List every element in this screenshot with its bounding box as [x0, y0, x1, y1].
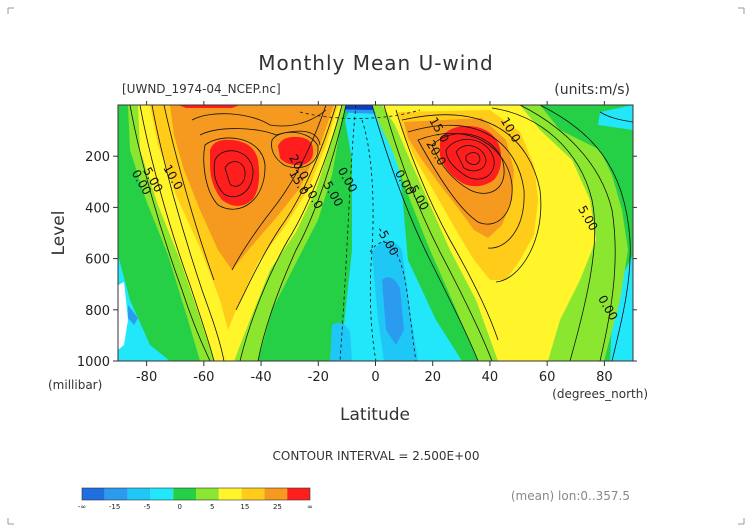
contour-line [257, 105, 347, 361]
contour-line [361, 119, 377, 361]
colorbar-swatch [264, 488, 288, 500]
contour-line [395, 109, 499, 341]
contour-line [491, 107, 596, 361]
footer-text: (mean) lon:0..357.5 [511, 489, 630, 503]
contour-line [299, 109, 421, 119]
contour-field [118, 105, 633, 361]
region-cyan-right [598, 105, 633, 361]
region-white-left [118, 282, 128, 350]
colorbar: -∞ -15 -5 0 5 15 25 ∞ [78, 487, 313, 511]
contour-line [129, 105, 211, 361]
contour-line [163, 105, 215, 281]
contour-line [383, 105, 493, 361]
y-tick-label: 400 [85, 201, 110, 216]
y-tick-label: 600 [85, 253, 110, 268]
contour-lines [129, 105, 633, 361]
colorbar-label: -15 [109, 503, 120, 511]
x-tick-label: -80 [136, 370, 157, 385]
contour-line [519, 105, 616, 361]
colorbar-label: 15 [240, 503, 249, 511]
x-axis-title: Latitude [340, 405, 410, 425]
contour-line [199, 128, 321, 146]
colorbar-swatch [82, 488, 105, 500]
contour-line [235, 105, 337, 311]
contour-line [445, 139, 495, 180]
colorbar-swatch [104, 488, 128, 500]
contour-line [417, 132, 513, 225]
colorbar-frame [81, 487, 311, 501]
region-cyan-left [118, 255, 170, 361]
colorbar-label: 25 [273, 503, 282, 511]
contour-line [151, 105, 225, 361]
colorbar-label: -5 [144, 503, 151, 511]
region-red-left1 [210, 139, 260, 206]
contour-line [431, 133, 505, 194]
contour-line [599, 111, 633, 123]
x-axis-unit: (degrees_north) [552, 387, 648, 401]
region-blue-eq [382, 277, 404, 345]
colorbar-swatch [173, 488, 196, 500]
contour-line [407, 124, 525, 249]
x-tick-label: 40 [482, 370, 499, 385]
crop-marks [7, 7, 745, 525]
colorbar-label: 5 [210, 503, 214, 511]
x-tick-label: 60 [539, 370, 556, 385]
y-tick-label: 1000 [77, 355, 110, 370]
colorbar-label: -∞ [78, 503, 86, 511]
region-cyan-equator [340, 105, 462, 361]
region-red-top [178, 105, 240, 108]
contour-line [371, 105, 479, 361]
y-axis: 200 400 600 800 1000 [77, 150, 637, 370]
contour-line [224, 161, 246, 187]
x-axis: -80 -60 -40 -20 0 20 40 60 80 [136, 101, 613, 385]
colorbar-swatch [127, 488, 151, 500]
contour-line [203, 137, 266, 210]
y-tick-label: 800 [85, 304, 110, 319]
y-tick-label: 200 [85, 150, 110, 165]
contour-line [239, 105, 343, 361]
contour-line [231, 105, 327, 271]
contour-line [465, 152, 481, 165]
x-tick-label: -60 [193, 370, 214, 385]
colorbar-swatch [196, 488, 219, 500]
contour-line [139, 105, 215, 361]
colorbar-swatch [150, 488, 174, 500]
y-axis-unit: (millibar) [48, 378, 102, 392]
x-tick-label: -40 [250, 370, 271, 385]
contour-line [539, 105, 631, 361]
x-tick-label: 80 [596, 370, 613, 385]
contour-line [191, 109, 327, 127]
region-lightblue-mid [330, 322, 352, 361]
colorbar-swatch [241, 488, 265, 500]
x-tick-label: -20 [308, 370, 329, 385]
x-tick-label: 20 [424, 370, 441, 385]
contour-line [455, 145, 487, 172]
colorbar-label: ∞ [307, 503, 313, 511]
colorbar-label: 0 [177, 503, 181, 511]
colorbar-swatch [287, 488, 310, 500]
chart-subtitle: [UWND_1974-04_NCEP.nc] [122, 82, 281, 96]
colorbar-swatch [218, 488, 242, 500]
contour-interval: CONTOUR INTERVAL = 2.500E+00 [273, 449, 480, 463]
contour-line [271, 132, 319, 169]
contour-line [401, 114, 542, 283]
contour-line [213, 150, 254, 198]
y-axis-title: Level [49, 211, 69, 256]
chart-title: Monthly Mean U-wind [258, 51, 493, 75]
chart-units: (units:m/s) [554, 82, 630, 98]
x-tick-label: 0 [371, 370, 379, 385]
